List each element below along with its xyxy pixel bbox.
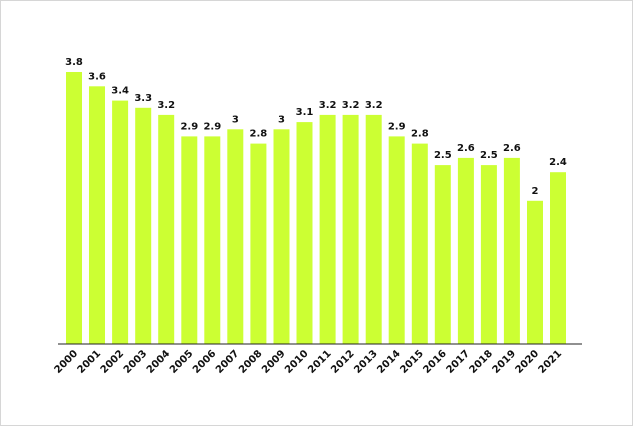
value-label-2006: 2.9 (203, 121, 221, 132)
value-label-2013: 3.2 (365, 100, 383, 111)
value-label-2000: 3.8 (65, 57, 83, 68)
x-tick-label-2020: 2020 (514, 348, 541, 375)
value-label-2020: 2 (532, 186, 539, 197)
x-tick-label-2007: 2007 (214, 348, 241, 375)
bar-2016 (434, 165, 451, 344)
value-label-2008: 2.8 (250, 129, 268, 140)
bar-2007 (227, 129, 244, 344)
x-tick-label-2013: 2013 (352, 348, 379, 375)
bar-2017 (457, 157, 474, 344)
x-tick-label-2005: 2005 (168, 348, 195, 375)
bar-2019 (503, 157, 520, 344)
value-label-2007: 3 (232, 114, 239, 125)
bar-2020 (527, 200, 543, 344)
x-tick-label-2014: 2014 (375, 348, 402, 375)
value-label-2017: 2.6 (457, 143, 475, 154)
x-tick-label-2000: 2000 (53, 348, 80, 375)
x-tick-label-2003: 2003 (122, 348, 149, 375)
bar-2001 (89, 86, 105, 345)
x-tick-label-2008: 2008 (237, 348, 264, 375)
x-tick-label-2019: 2019 (491, 348, 518, 375)
value-label-2019: 2.6 (503, 143, 521, 154)
bars-group (66, 72, 566, 345)
value-label-2009: 3 (278, 114, 285, 125)
x-tick-labels-group: 2000200120022003200420052006200720082009… (53, 348, 564, 375)
value-label-2018: 2.5 (480, 150, 498, 161)
x-tick-label-2001: 2001 (76, 348, 103, 375)
bar-2013 (365, 114, 382, 345)
value-label-2001: 3.6 (88, 71, 106, 82)
value-label-2011: 3.2 (319, 100, 337, 111)
bar-2014 (388, 136, 405, 344)
bar-2002 (112, 100, 129, 344)
value-label-2014: 2.9 (388, 121, 406, 132)
bar-2015 (411, 143, 428, 344)
value-label-2004: 3.2 (157, 100, 175, 111)
x-tick-label-2002: 2002 (99, 348, 126, 375)
x-tick-label-2011: 2011 (306, 348, 333, 375)
value-label-2021: 2.4 (549, 157, 567, 168)
bar-2006 (204, 136, 221, 344)
value-label-2012: 3.2 (342, 100, 360, 111)
x-tick-label-2010: 2010 (283, 348, 310, 375)
bar-2004 (158, 114, 175, 345)
value-labels-group: 3.8 3.6 3.4 3.3 3.2 2.9 2.9 3 2.8 3 3.1 3.2 3.2 3.2 2.… (65, 57, 567, 197)
x-tick-label-2006: 2006 (191, 348, 218, 375)
bar-2010 (296, 122, 313, 344)
value-label-2005: 2.9 (180, 121, 198, 132)
x-tick-label-2021: 2021 (537, 348, 564, 375)
bar-2021 (550, 172, 566, 344)
x-tick-label-2018: 2018 (468, 348, 495, 375)
value-label-2015: 2.8 (411, 129, 429, 140)
x-tick-label-2015: 2015 (398, 348, 425, 375)
x-tick-label-2009: 2009 (260, 348, 287, 375)
x-tick-label-2017: 2017 (445, 348, 472, 375)
x-tick-label-2012: 2012 (329, 348, 356, 375)
value-label-2010: 3.1 (296, 107, 314, 118)
bar-2003 (135, 107, 152, 344)
x-tick-label-2004: 2004 (145, 348, 172, 375)
bar-2008 (250, 143, 267, 344)
bar-2000 (66, 72, 82, 344)
bar-2012 (342, 114, 359, 345)
bar-2011 (319, 114, 336, 345)
x-tick-label-2016: 2016 (421, 348, 448, 375)
bar-2018 (480, 165, 497, 344)
value-label-2016: 2.5 (434, 150, 452, 161)
bar-2005 (181, 136, 198, 344)
value-label-2002: 3.4 (111, 86, 129, 97)
bar-2009 (273, 129, 290, 344)
value-label-2003: 3.3 (134, 93, 152, 104)
